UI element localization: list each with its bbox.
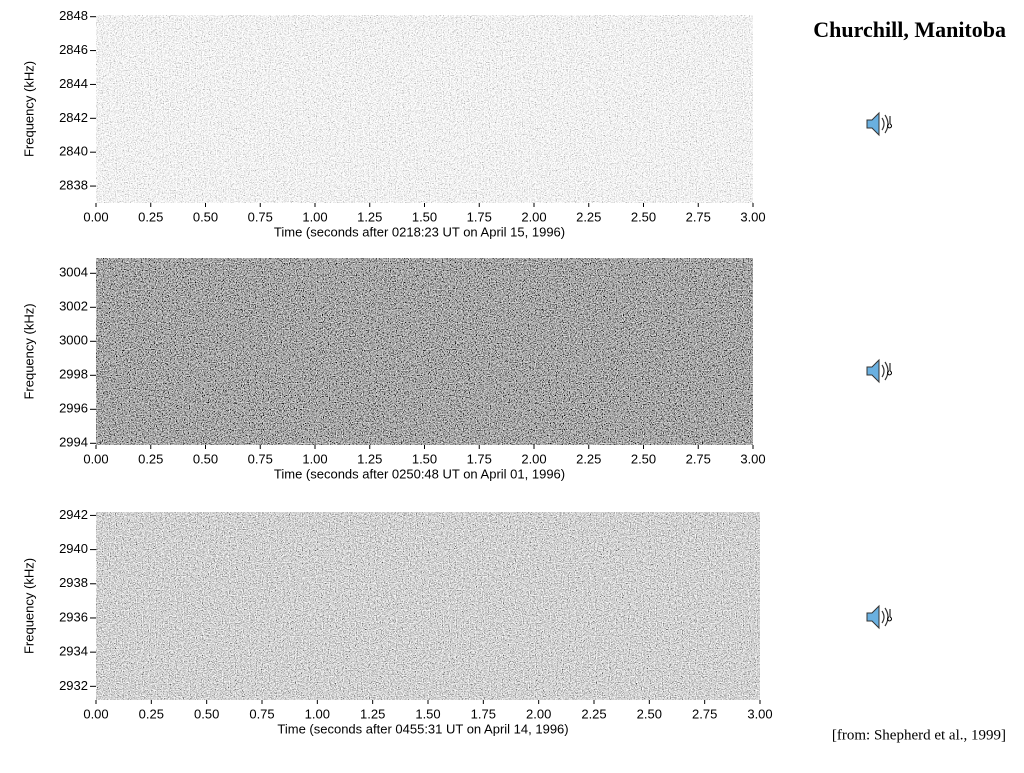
x-tick-label: 0.75	[248, 451, 273, 466]
x-tick-label: 2.25	[581, 706, 606, 721]
y-tick-label: 3002	[59, 299, 88, 314]
x-tick-label: 2.50	[631, 451, 656, 466]
x-tick-label: 2.00	[521, 451, 546, 466]
source: [from: Shepherd et al., 1999]	[832, 727, 1006, 743]
audio-icon[interactable]	[866, 605, 893, 629]
spectrogram-image	[96, 258, 753, 445]
y-tick-label: 2842	[59, 110, 88, 125]
x-tick-label: 1.25	[360, 706, 385, 721]
y-tick-label: 2844	[59, 76, 88, 91]
x-tick-label: 0.00	[83, 209, 108, 224]
y-tick-label: 2848	[59, 8, 88, 23]
x-tick-label: 0.50	[193, 209, 218, 224]
x-tick-label: 3.00	[747, 706, 772, 721]
x-tick-label: 0.00	[83, 706, 108, 721]
y-tick-label: 3004	[59, 265, 88, 280]
x-tick-label: 1.50	[412, 209, 437, 224]
x-axis-label: Time (seconds after 0250:48 UT on April …	[274, 466, 565, 481]
x-tick-label: 0.75	[248, 209, 273, 224]
x-tick-label: 0.00	[83, 451, 108, 466]
x-axis-label: Time (seconds after 0218:23 UT on April …	[274, 224, 565, 239]
y-tick-label: 2936	[59, 609, 88, 624]
x-tick-label: 1.25	[357, 209, 382, 224]
y-tick-label: 2846	[59, 42, 88, 57]
x-tick-label: 2.75	[686, 209, 711, 224]
x-tick-label: 1.00	[302, 209, 327, 224]
x-tick-label: 1.50	[412, 451, 437, 466]
x-tick-label: 1.00	[305, 706, 330, 721]
y-tick-label: 2940	[59, 541, 88, 556]
x-tick-label: 2.25	[576, 451, 601, 466]
spectrogram-image	[96, 512, 760, 700]
y-tick-label: 2932	[59, 678, 88, 693]
x-tick-label: 1.00	[302, 451, 327, 466]
x-tick-label: 3.00	[740, 209, 765, 224]
title: Churchill, Manitoba	[813, 17, 1006, 42]
x-tick-label: 2.50	[631, 209, 656, 224]
x-tick-label: 1.25	[357, 451, 382, 466]
y-tick-label: 2994	[59, 435, 88, 450]
y-tick-label: 2838	[59, 178, 88, 193]
x-tick-label: 1.75	[467, 209, 492, 224]
x-tick-label: 0.25	[138, 451, 163, 466]
x-tick-label: 1.75	[471, 706, 496, 721]
x-tick-label: 0.75	[249, 706, 274, 721]
x-tick-label: 1.50	[415, 706, 440, 721]
y-tick-label: 2840	[59, 144, 88, 159]
y-tick-label: 2934	[59, 644, 88, 659]
y-axis-label: Frequency (kHz)	[21, 558, 36, 654]
audio-icon[interactable]	[866, 359, 893, 383]
x-tick-label: 2.75	[686, 451, 711, 466]
y-tick-label: 2942	[59, 507, 88, 522]
x-tick-label: 0.25	[139, 706, 164, 721]
x-tick-label: 2.25	[576, 209, 601, 224]
y-axis-label: Frequency (kHz)	[21, 61, 36, 157]
x-tick-label: 1.75	[467, 451, 492, 466]
x-tick-label: 2.50	[637, 706, 662, 721]
x-tick-label: 2.75	[692, 706, 717, 721]
x-tick-label: 0.50	[193, 451, 218, 466]
y-tick-label: 3000	[59, 333, 88, 348]
x-tick-label: 2.00	[521, 209, 546, 224]
x-axis-label: Time (seconds after 0455:31 UT on April …	[277, 721, 568, 736]
x-tick-label: 0.50	[194, 706, 219, 721]
y-tick-label: 2996	[59, 401, 88, 416]
y-tick-label: 2998	[59, 367, 88, 382]
x-tick-label: 0.25	[138, 209, 163, 224]
audio-icon[interactable]	[866, 112, 893, 136]
x-tick-label: 3.00	[740, 451, 765, 466]
y-tick-label: 2938	[59, 575, 88, 590]
spectrogram-image	[96, 15, 753, 203]
x-tick-label: 2.00	[526, 706, 551, 721]
y-axis-label: Frequency (kHz)	[21, 303, 36, 399]
